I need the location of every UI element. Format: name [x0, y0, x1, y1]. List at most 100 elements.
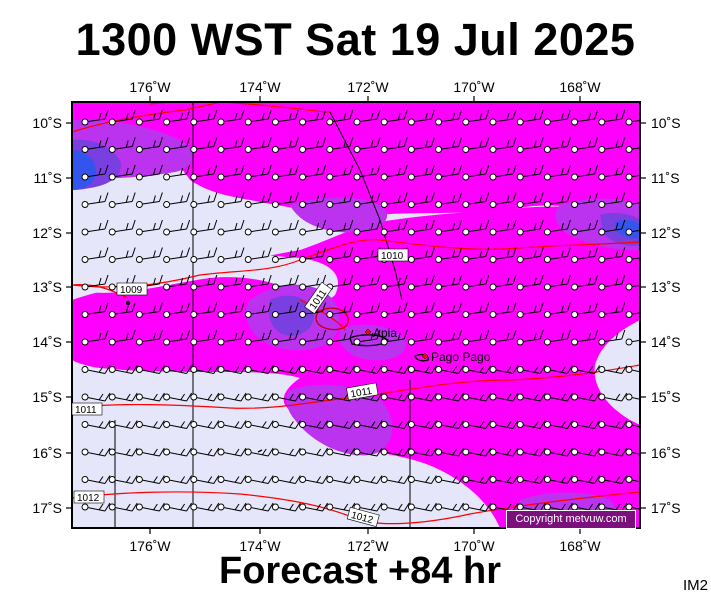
station-circle-icon [299, 311, 307, 318]
wind-barb-icon [271, 274, 299, 291]
wind-barb-icon [598, 164, 626, 181]
wind-barb-icon [571, 392, 601, 402]
lon-label-bottom-2: 172˚W [347, 538, 389, 554]
wind-barb-icon [299, 164, 327, 181]
station-circle-icon [543, 256, 551, 263]
wind-barb-icon [108, 247, 136, 263]
wind-barb-icon [543, 329, 571, 346]
wind-barb-icon [108, 109, 136, 126]
station-circle-icon [407, 118, 415, 126]
wind-barb-icon [462, 392, 492, 402]
wind-barb-icon [407, 274, 435, 291]
wind-barb-icon [462, 365, 492, 374]
wind-barb-icon [217, 274, 245, 291]
station-circle-icon [353, 476, 361, 483]
wind-barb-icon [462, 109, 490, 126]
wind-barb-icon [380, 164, 408, 181]
wind-barb-icon [543, 420, 573, 429]
lat-label-right-3: 13˚S [651, 279, 681, 295]
wind-barb-icon [516, 329, 544, 346]
wind-barb-icon [135, 502, 165, 512]
wind-barb-icon [598, 302, 626, 318]
station-circle-icon [407, 476, 415, 483]
station-circle-icon [326, 256, 334, 263]
station-circle-icon [244, 201, 252, 208]
station-circle-icon [543, 476, 551, 483]
station-circle-icon [625, 421, 633, 428]
wind-barb-icon [380, 137, 408, 153]
wind-barb-icon [271, 137, 299, 153]
station-circle-icon [435, 421, 443, 428]
station-circle-icon [407, 366, 415, 373]
station-circle-icon [571, 228, 579, 236]
station-circle-icon [571, 201, 579, 208]
station-circle-icon [543, 393, 551, 401]
station-circle-icon [217, 256, 225, 263]
wind-barb-icon [380, 329, 408, 346]
station-circle-icon [543, 228, 551, 236]
wind-barb-icon [407, 502, 437, 512]
wind-barb-icon [435, 502, 465, 512]
station-circle-icon [625, 201, 633, 208]
svg-text:1011: 1011 [75, 405, 97, 416]
station-circle-icon [108, 503, 116, 511]
wind-barb-icon [489, 109, 517, 126]
isobar-label-1011-c: 1011 [346, 382, 379, 400]
wind-barb-icon [163, 329, 191, 346]
wind-barb-icon [326, 219, 354, 236]
station-circle-icon [462, 476, 470, 483]
station-circle-icon [625, 366, 633, 373]
station-circle-icon [81, 173, 89, 181]
station-circle-icon [598, 118, 606, 126]
wind-barb-icon [571, 137, 599, 153]
station-circle-icon [407, 146, 415, 153]
wind-barb-icon [407, 475, 437, 484]
station-circle-icon [462, 173, 470, 181]
station-circle-icon [516, 173, 524, 181]
station-circle-icon [407, 311, 415, 318]
wind-barb-icon [571, 109, 599, 126]
wind-barb-icon [135, 192, 163, 208]
wind-barb-icon [489, 219, 517, 236]
station-circle-icon [135, 393, 143, 401]
wind-barb-icon [217, 109, 245, 126]
lon-label-bottom-0: 176˚W [129, 538, 171, 554]
station-circle-icon [190, 228, 198, 236]
wind-barb-icon [380, 420, 410, 429]
wind-barb-icon [163, 420, 193, 429]
forecast-label: Forecast +84 hr [219, 550, 501, 592]
wind-barb-icon [244, 365, 274, 374]
wind-barb-icon [571, 302, 599, 318]
wind-barb-icon [163, 192, 191, 208]
station-circle-icon [489, 338, 497, 346]
station-circle-icon [380, 146, 388, 153]
station-circle-icon [163, 173, 171, 181]
lat-label-right-5: 15˚S [651, 389, 681, 405]
wind-barb-icon [190, 502, 220, 512]
wind-barb-icon [271, 164, 299, 181]
wind-barb-icon [435, 365, 465, 374]
station-circle-icon [81, 421, 89, 428]
station-circle-icon [435, 283, 443, 291]
wind-barb-icon [543, 247, 571, 263]
wind-barb-icon [190, 365, 220, 374]
wind-barb-icon [81, 302, 109, 318]
station-circle-icon [299, 173, 307, 181]
station-circle-icon [217, 338, 225, 346]
wind-barb-icon [108, 502, 138, 512]
wind-barb-icon [271, 329, 299, 346]
station-circle-icon [489, 448, 497, 456]
station-circle-icon [407, 338, 415, 346]
wind-barb-icon [163, 392, 193, 402]
place-apia: Apia [364, 326, 397, 340]
svg-text:1012: 1012 [77, 493, 100, 504]
station-circle-icon [571, 256, 579, 263]
wind-barb-icon [543, 219, 571, 236]
station-circle-icon [489, 366, 497, 373]
station-circle-icon [543, 311, 551, 318]
station-circle-icon [598, 256, 606, 263]
station-circle-icon [217, 476, 225, 483]
wind-barb-icon [81, 420, 111, 429]
station-circle-icon [299, 283, 307, 291]
station-circle-icon [326, 476, 334, 483]
